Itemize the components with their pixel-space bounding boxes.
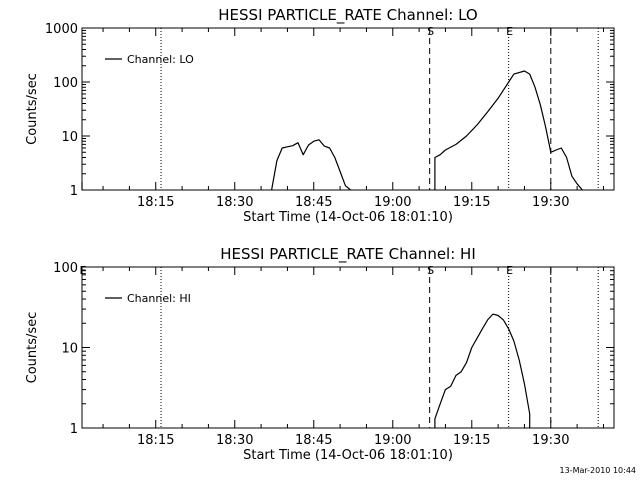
lo-channel-panel: HESSI PARTICLE_RATE Channel: LO 18:15 18:3… xyxy=(25,6,615,225)
y-tick-label: 1 xyxy=(70,184,78,199)
chart-title: HESSI PARTICLE_RATE Channel: LO xyxy=(218,6,477,25)
x-tick-label: 19:30 xyxy=(532,433,569,448)
x-tick-label: 18:30 xyxy=(216,433,253,448)
y-tick-label: 10 xyxy=(61,130,78,145)
x-tick-label: 19:30 xyxy=(532,195,569,210)
legend-entry: Channel: LO xyxy=(127,53,194,66)
x-tick-label: 18:30 xyxy=(216,195,253,210)
x-tick-label: 18:45 xyxy=(295,433,332,448)
chart-title: HESSI PARTICLE_RATE Channel: HI xyxy=(220,245,476,264)
y-tick-label: 100 xyxy=(53,76,78,91)
event-marker-label: E xyxy=(506,264,513,277)
x-tick-label: 19:15 xyxy=(453,195,490,210)
event-marker-label: E xyxy=(80,264,87,277)
y-axis-label: Counts/sec xyxy=(25,312,40,384)
x-tick-label: 19:00 xyxy=(374,433,411,448)
x-axis-label: Start Time (14-Oct-06 18:01:10) xyxy=(243,210,453,225)
event-marker-label: S xyxy=(427,264,434,277)
footer-timestamp: 13-Mar-2010 10:44 xyxy=(560,466,637,475)
y-axis-label: Counts/sec xyxy=(25,73,40,145)
series-line xyxy=(434,313,531,428)
x-tick-label: 19:15 xyxy=(453,433,490,448)
event-marker-label: S xyxy=(427,25,434,38)
plot-frame xyxy=(81,27,615,191)
y-tick-label: 1 xyxy=(70,422,78,437)
y-tick-label: 100 xyxy=(53,261,78,276)
series-line xyxy=(271,139,351,191)
x-axis-label: Start Time (14-Oct-06 18:01:10) xyxy=(243,448,453,463)
x-tick-label: 18:45 xyxy=(295,195,332,210)
x-tick-label: 18:15 xyxy=(137,433,174,448)
event-marker-label: E xyxy=(506,25,513,38)
x-tick-label: 18:15 xyxy=(137,195,174,210)
y-tick-label: 10 xyxy=(61,342,78,357)
y-tick-label: 1000 xyxy=(45,22,78,37)
series-line xyxy=(434,70,583,191)
legend-entry: Channel: HI xyxy=(127,292,191,305)
x-tick-label: 19:00 xyxy=(374,195,411,210)
hi-channel-panel: HESSI PARTICLE_RATE Channel: HI 18:15 18:3… xyxy=(25,245,615,463)
